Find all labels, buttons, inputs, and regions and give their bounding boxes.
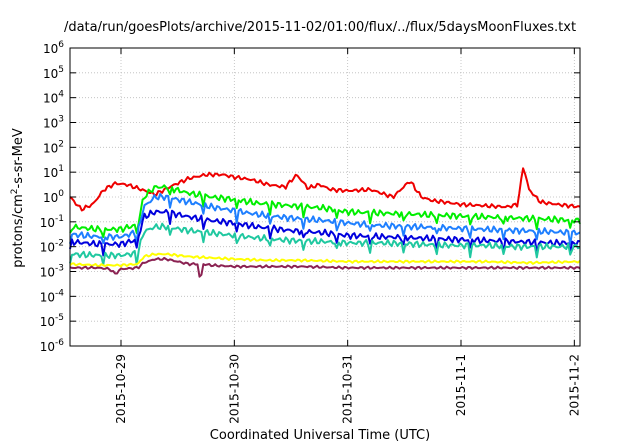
series-line-3 (69, 193, 581, 246)
y-tick-label: 10-2 (40, 239, 64, 255)
y-tick-label: 103 (43, 115, 64, 131)
series-line-4 (69, 208, 581, 257)
series-line-6 (69, 252, 581, 268)
y-tick-label: 10-1 (40, 214, 64, 230)
axis-ticks: 106 105 104 103 102 101 100 10-1 10-2 10-3 10-4 10-… (40, 40, 582, 424)
y-tick-label: 104 (43, 90, 64, 106)
y-tick-label: 100 (43, 189, 64, 205)
chart-title: /data/run/goesPlots/archive/2015-11-02/0… (63, 20, 577, 35)
y-tick-label: 10-4 (40, 288, 65, 304)
y-tick-label: 105 (43, 65, 64, 81)
y-tick-label: 10-6 (40, 338, 65, 354)
y-tick-label: 101 (43, 164, 64, 180)
series-line-5 (69, 222, 581, 266)
y-tick-label: 106 (43, 40, 64, 56)
series-line-2 (69, 184, 581, 238)
x-tick-label: 2015-11-2 (567, 354, 581, 416)
x-tick-label: 2015-11-1 (454, 354, 468, 416)
y-tick-label: 10-5 (40, 313, 64, 329)
series-line-7 (69, 256, 581, 278)
x-axis-label: Coordinated Universal Time (UTC) (209, 428, 431, 443)
data-series (69, 167, 581, 278)
y-axis-label: protons/cm2-s-sr-MeV (9, 128, 27, 268)
x-tick-label: 2015-10-30 (227, 354, 241, 424)
x-tick-label: 2015-10-29 (114, 354, 128, 424)
x-tick-label: 2015-10-31 (341, 354, 355, 424)
y-tick-label: 10-3 (40, 264, 64, 280)
y-tick-label: 102 (43, 139, 64, 155)
